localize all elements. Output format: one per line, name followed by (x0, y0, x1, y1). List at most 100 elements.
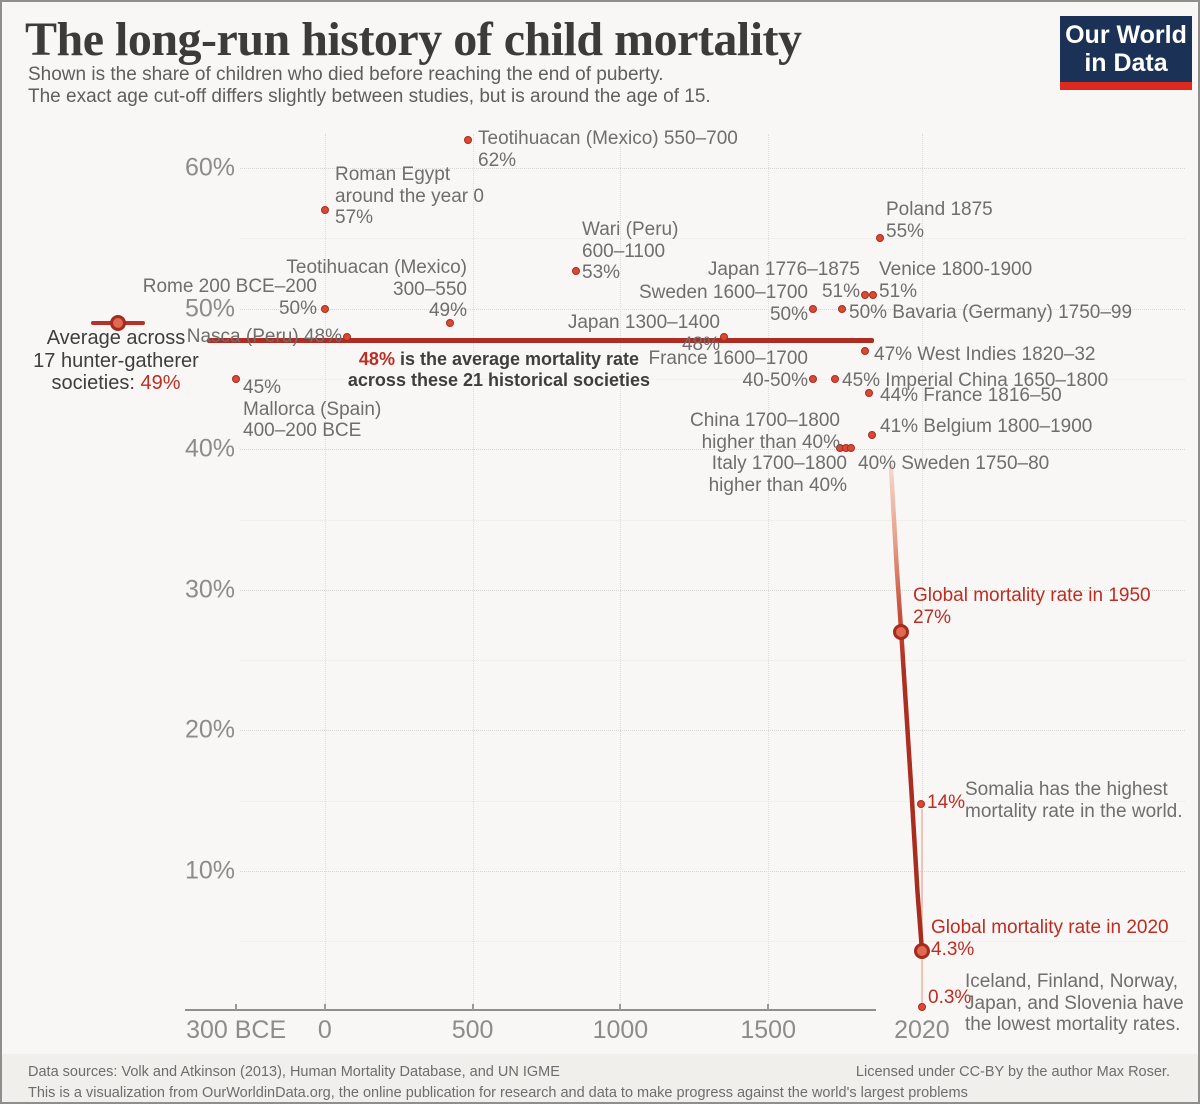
global-decline-line (888, 463, 925, 952)
y-gridline (240, 730, 1185, 732)
point-dot-hunter-gatherer-average (110, 314, 126, 331)
teotihuacan-300-label-line: 49% (428, 300, 467, 321)
teotihuacan-550-label-line: Teotihuacan (Mexico) 550–700 (478, 128, 738, 149)
japan-1300-label: Japan 1300–1400 48% (100, 312, 720, 355)
owid-logo-text: Our World in Data (1060, 16, 1192, 82)
y-gridline (240, 871, 1185, 872)
sweden-1750-label-line: 40% Sweden 1750–80 (858, 453, 1050, 474)
average-48-note-part: is the average mortality rate (394, 349, 640, 369)
point-dot-lowest-countries (917, 1003, 926, 1012)
point-dot-rome (320, 304, 329, 313)
mallorca-label-line: 45% (243, 377, 282, 398)
point-dot-japan-1776 (860, 290, 869, 299)
global-2020-label-line: Global mortality rate in 2020 (931, 917, 1169, 938)
france-1816-label-line: 44% France 1816–50 (880, 385, 1062, 406)
italy-1700-label-line: higher than 40% (708, 474, 847, 496)
sweden-1600-label-line: Sweden 1600–1700 (638, 282, 808, 303)
point-dot-bavaria (837, 304, 846, 313)
venice-label-line: 51% (879, 280, 918, 302)
global-1950-label-line: 27% (913, 606, 952, 628)
mallorca-label-line: Mallorca (Spain) (243, 398, 382, 420)
china-1700-label-line: higher than 40% (701, 431, 840, 453)
japan-1776-label-line: Japan 1776–1875 (707, 259, 860, 280)
y-axis-label: 30% (184, 575, 235, 604)
y-minor-gridline (240, 378, 1185, 380)
x-axis-label: 300 BCE (186, 1016, 287, 1044)
point-dot-sweden-1750 (847, 443, 856, 452)
point-dot-imperial-china (831, 374, 839, 383)
lowest-note-line: the lowest mortality rates. (965, 1014, 1181, 1035)
point-dot-teotihuacan-300-550 (446, 318, 455, 327)
belgium-label-line: 41% Belgium 1800–1900 (880, 416, 1093, 437)
wari-label-line: 600–1100 (582, 240, 666, 262)
owid-logo: Our World in Data (1060, 16, 1192, 90)
y-gridline (240, 308, 1185, 310)
france-1600-label: France 1600–1700 40-50% (188, 348, 808, 391)
imperial-china-label-line: 45% Imperial China 1650–1800 (842, 370, 1109, 391)
point-dot-roman-egypt (320, 206, 329, 215)
x-axis-line (185, 1009, 876, 1011)
average-48-note-part: 48% (358, 349, 395, 369)
sweden-1750-label: 40% Sweden 1750–80 (858, 453, 1049, 475)
x-axis-label: 500 (451, 1016, 494, 1044)
somalia-value-label: 14% (927, 792, 965, 814)
hunter-average-note-line: Average across (46, 327, 186, 349)
subtitle-line2: The exact age cut-off differs slightly b… (28, 86, 711, 107)
tagline-text: This is a visualization from OurWorldinD… (28, 1085, 968, 1101)
page-title: The long-run history of child mortality (25, 13, 802, 66)
poland-label-line: Poland 1875 (886, 199, 993, 220)
point-dot-west-indies (860, 346, 869, 355)
lowest-value-label-line: 0.3% (928, 987, 972, 1008)
teotihuacan-550-label-line: 62% (478, 149, 517, 171)
west-indies-label-line: 47% West Indies 1820–32 (874, 344, 1096, 365)
point-dot-wari (572, 266, 581, 275)
global-2020-label-line: 4.3% (931, 938, 975, 960)
average-48-note-line: across these 21 historical societies (347, 369, 651, 390)
france-1600-label-line: France 1600–1700 (648, 348, 808, 369)
owid-logo-line2: in Data (1084, 49, 1168, 77)
belgium-label: 41% Belgium 1800–1900 (880, 416, 1092, 438)
venice-label: Venice 1800-1900 51% (879, 259, 1032, 302)
france-1600-label-line: 40-50% (742, 369, 809, 391)
x-gridline (472, 134, 474, 1008)
china-1700-label-line: China 1700–1800 (689, 410, 840, 431)
y-minor-gridline (240, 519, 1185, 521)
poland-label-line: 55% (886, 220, 925, 242)
somalia-note-line: mortality rate in the world. (965, 800, 1183, 822)
x-axis-tick (471, 1004, 474, 1010)
x-axis-label: 1000 (592, 1016, 649, 1044)
hunter-average-note-line: societies: 49% (2, 372, 426, 395)
x-axis-tick (767, 1004, 770, 1010)
rome-label-line: Rome 200 BCE–200 (142, 276, 317, 297)
y-gridline (240, 449, 1185, 451)
teotihuacan-300-label-line: Teotihuacan (Mexico) (286, 257, 467, 278)
roman-egypt-label-line: 57% (335, 207, 374, 228)
wari-label-line: 53% (582, 262, 621, 283)
bavaria-label-line: 50% Bavaria (Germany) 1750–99 (849, 302, 1133, 323)
sweden-1600-label: Sweden 1600–1700 50% (188, 282, 808, 325)
x-axis-label: 2020 (894, 1016, 950, 1044)
nasca-label-line: Nasca (Peru) 48% (186, 326, 342, 347)
point-dot-global-1950 (893, 623, 910, 640)
point-dot-japan-1300 (719, 332, 728, 341)
global-1950-label: Global mortality rate in 1950 27% (913, 585, 1151, 628)
lowest-value-label: 0.3% (928, 987, 971, 1009)
point-dot-belgium (867, 431, 876, 440)
hunter-average-note-line: 17 hunter-gatherer (33, 349, 199, 372)
japan-1300-label-line: 48% (681, 333, 720, 355)
sweden-1600-label-line: 50% (769, 303, 808, 325)
china-1700-label: China 1700–1800 higher than 40% (220, 410, 840, 453)
rome-label-line: 50% (278, 297, 317, 319)
y-axis-label: 60% (184, 153, 235, 182)
point-dot-nasca (342, 332, 351, 341)
x-axis-label: 0 (317, 1016, 332, 1044)
y-gridline (240, 589, 1185, 591)
owid-logo-accent-bar (1060, 82, 1192, 90)
owid-logo-line1: Our World (1065, 21, 1187, 49)
y-axis-label: 40% (184, 434, 235, 463)
historical-average-line (207, 337, 874, 343)
lowest-note-line: Iceland, Finland, Norway, (965, 971, 1178, 992)
x-axis-tick (323, 1004, 326, 1010)
chart-footer: Data sources: Volk and Atkinson (2013), … (2, 1054, 1198, 1102)
